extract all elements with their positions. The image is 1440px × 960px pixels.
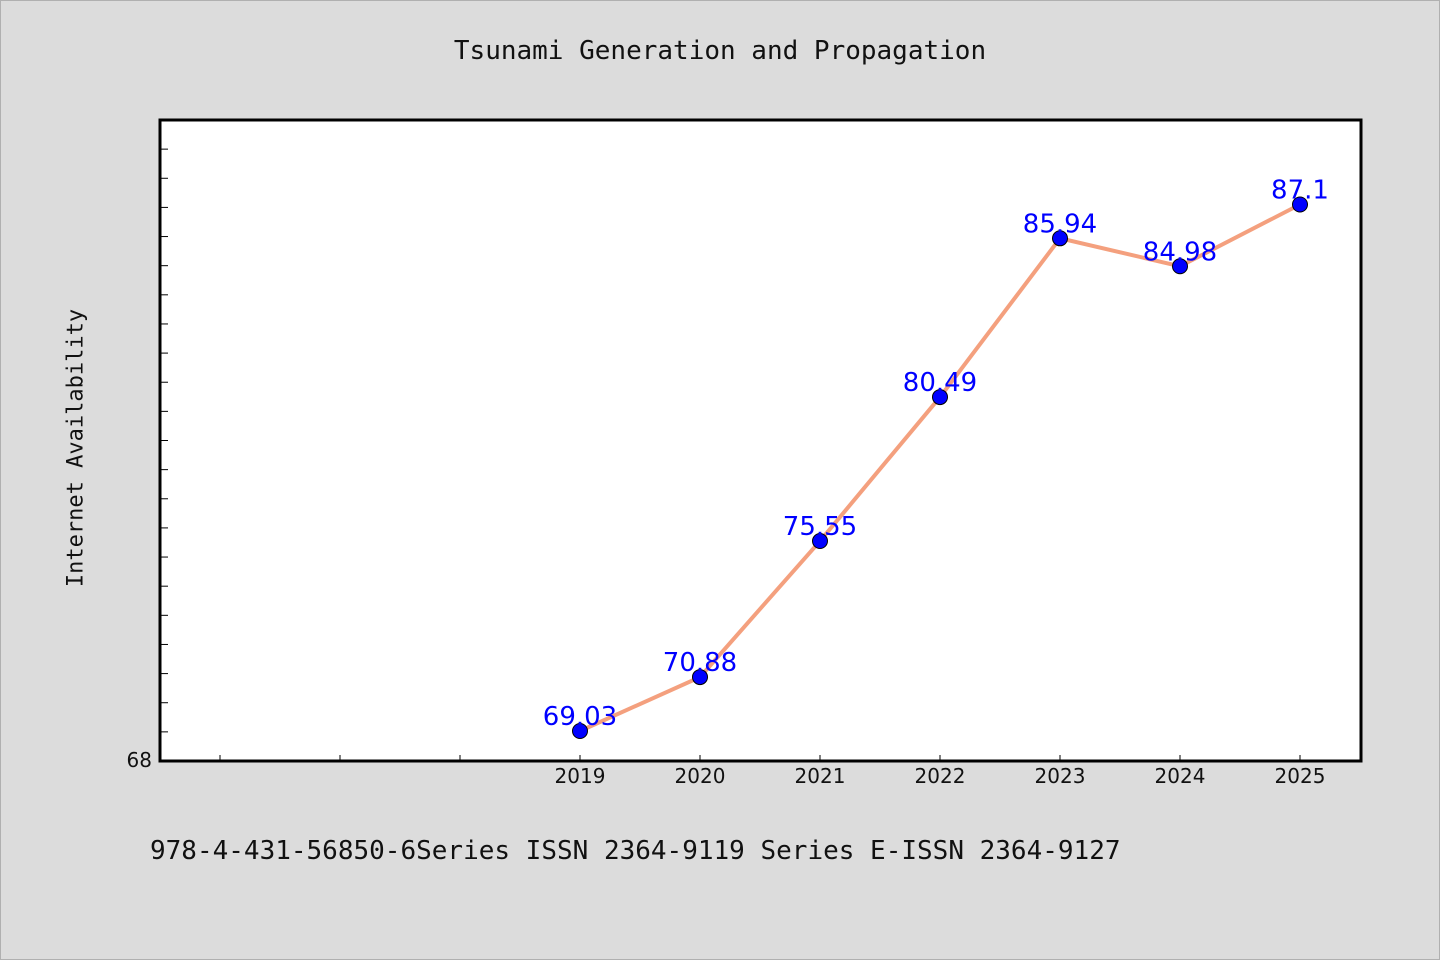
- data-label: 70.88: [663, 648, 737, 678]
- plot-area: [158, 118, 1363, 763]
- data-point: [692, 669, 708, 686]
- y-tick-label: 68: [127, 748, 152, 772]
- x-tick-label: 2020: [675, 764, 726, 788]
- x-tick-label: 2024: [1155, 764, 1206, 788]
- data-point: [1052, 230, 1068, 247]
- x-tick-label: 2019: [555, 764, 606, 788]
- footer-text: 978-4-431-56850-6Series ISSN 2364-9119 S…: [150, 836, 1121, 866]
- data-labels: 69.03 70.88 75.55 80.49 85.94 84.98 87.1: [543, 175, 1329, 731]
- data-point: [572, 722, 588, 739]
- data-label: 84.98: [1143, 237, 1217, 267]
- x-tick-label: 2023: [1035, 764, 1086, 788]
- y-axis-ticks: 68: [127, 148, 168, 772]
- data-point: [1292, 196, 1308, 213]
- data-point: [1172, 258, 1188, 275]
- x-tick-label: 2025: [1275, 764, 1326, 788]
- data-label: 69.03: [543, 702, 617, 732]
- data-point: [932, 389, 948, 406]
- data-point: [812, 533, 828, 550]
- x-tick-label: 2022: [915, 764, 966, 788]
- series-points: [572, 196, 1308, 739]
- data-label: 80.49: [903, 368, 977, 398]
- data-label: 85.94: [1023, 209, 1097, 239]
- x-tick-label: 2021: [795, 764, 846, 788]
- x-axis-ticks: 2019 2020 2021 2022 2023 2024 2025: [219, 755, 1326, 788]
- data-label: 87.1: [1271, 175, 1329, 205]
- data-label: 75.55: [783, 512, 857, 542]
- chart-title: Tsunami Generation and Propagation: [453, 36, 987, 66]
